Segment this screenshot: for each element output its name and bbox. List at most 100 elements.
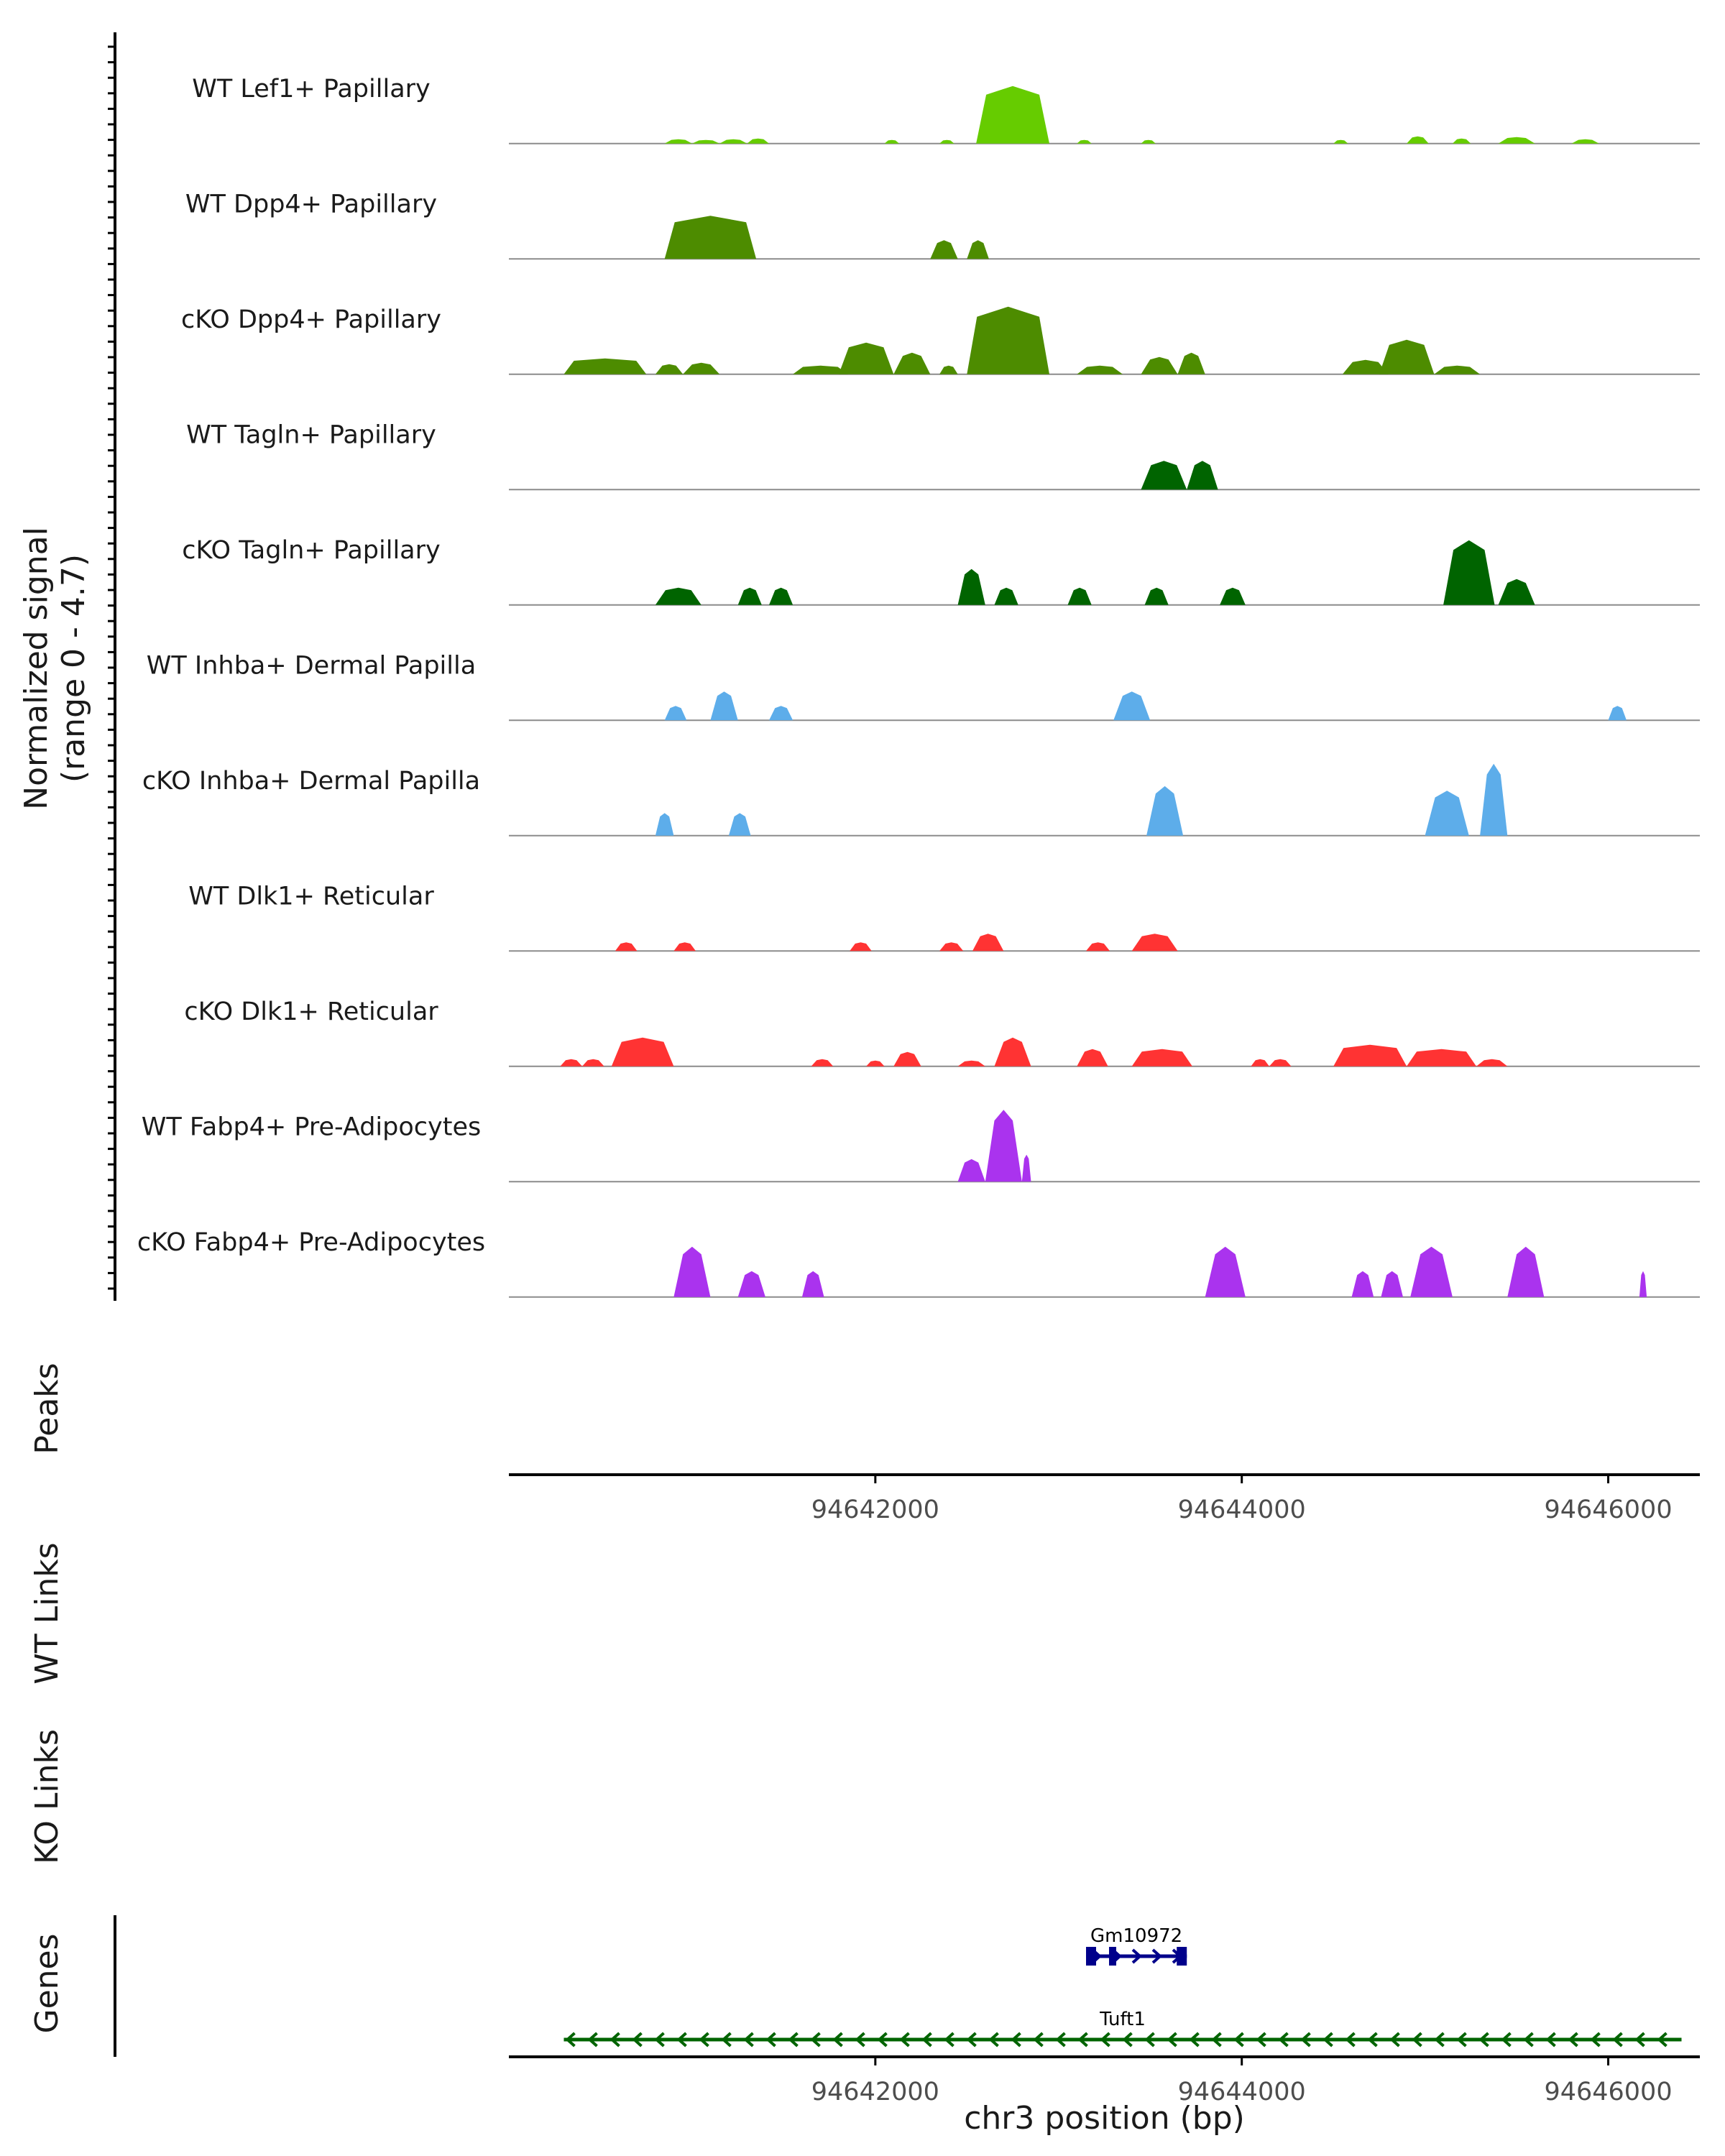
coverage-peak bbox=[664, 139, 692, 144]
coverage-peak bbox=[655, 813, 674, 836]
coverage-peak bbox=[939, 139, 954, 144]
coverage-peak bbox=[972, 934, 1004, 952]
coverage-peak bbox=[1146, 786, 1184, 836]
strand-arrow bbox=[1501, 2032, 1512, 2047]
strand-arrow bbox=[1389, 2032, 1400, 2047]
exon bbox=[1086, 1947, 1097, 1966]
track-label-1: WT Lef1+ Papillary bbox=[192, 75, 431, 103]
coverage-peak bbox=[1443, 540, 1495, 605]
coverage-peak bbox=[967, 240, 989, 259]
strand-arrow bbox=[788, 2032, 799, 2047]
strand-arrow bbox=[877, 2032, 888, 2047]
coverage-peak bbox=[1476, 1059, 1508, 1067]
coverage-peak bbox=[1077, 1049, 1108, 1067]
coverage-peak bbox=[1452, 138, 1471, 144]
strand-arrow bbox=[855, 2032, 865, 2047]
strand-arrow bbox=[1100, 2032, 1110, 2047]
strand-arrow bbox=[676, 2032, 687, 2047]
coverage-peak bbox=[1141, 139, 1156, 144]
strand-arrow bbox=[1278, 2032, 1289, 2047]
coverage-peak bbox=[655, 587, 702, 605]
track-label-3: cKO Dpp4+ Papillary bbox=[181, 305, 441, 334]
x-tick-label: 94642000 bbox=[811, 1496, 939, 1524]
coverage-peak bbox=[673, 1246, 711, 1297]
x-axis-title: chr3 position (bp) bbox=[964, 2100, 1245, 2137]
coverage-peak bbox=[655, 364, 684, 374]
coverage-peak bbox=[1220, 587, 1246, 605]
coverage-peak bbox=[1571, 139, 1599, 144]
y-axis-title: Normalized signal bbox=[18, 527, 55, 810]
strand-arrow bbox=[1055, 2032, 1066, 2047]
coverage-peak bbox=[560, 1059, 582, 1067]
coverage-peak bbox=[1141, 356, 1178, 374]
strand-arrow bbox=[1634, 2032, 1645, 2047]
coverage-peak bbox=[1498, 579, 1535, 605]
coverage-peak bbox=[793, 365, 848, 374]
track-label-6: WT Inhba+ Dermal Papilla bbox=[147, 652, 476, 681]
coverage-peak bbox=[1077, 365, 1123, 374]
x-tick-label: 94644000 bbox=[1178, 2078, 1306, 2106]
coverage-peak bbox=[1333, 1044, 1407, 1067]
coverage-peak bbox=[893, 1051, 921, 1067]
coverage-peak bbox=[737, 587, 762, 605]
strand-arrow bbox=[1131, 1948, 1142, 1964]
coverage-peak bbox=[1187, 461, 1218, 490]
coverage-peak bbox=[1407, 136, 1429, 144]
coverage-peak bbox=[1434, 365, 1481, 374]
coverage-peak bbox=[1351, 1271, 1374, 1297]
coverage-peak bbox=[1131, 1049, 1192, 1067]
strand-arrow bbox=[1568, 2032, 1578, 2047]
coverage-peak bbox=[683, 362, 720, 374]
coverage-peak bbox=[1333, 139, 1348, 144]
strand-arrow bbox=[1367, 2032, 1378, 2047]
coverage-peak bbox=[801, 1271, 824, 1297]
track-label-10: WT Fabp4+ Pre-Adipocytes bbox=[142, 1113, 481, 1142]
strand-arrow bbox=[1144, 2032, 1155, 2047]
strand-arrow bbox=[610, 2032, 620, 2047]
strand-arrow bbox=[1478, 2032, 1489, 2047]
strand-arrow bbox=[1456, 2032, 1467, 2047]
strand-arrow bbox=[1345, 2032, 1356, 2047]
x-tick-label: 94644000 bbox=[1178, 1496, 1306, 1524]
x-tick-label: 94646000 bbox=[1544, 1496, 1672, 1524]
coverage-peak bbox=[994, 587, 1018, 605]
y-axis-subtitle: (range 0 - 4.7) bbox=[55, 554, 92, 783]
strand-arrow bbox=[944, 2032, 954, 2047]
coverage-peak bbox=[664, 706, 687, 721]
strand-arrow bbox=[721, 2032, 732, 2047]
coverage-peak bbox=[930, 240, 958, 259]
x-tick-label: 94646000 bbox=[1544, 2078, 1672, 2106]
coverage-peak bbox=[976, 86, 1049, 144]
coverage-peak bbox=[1425, 791, 1469, 836]
coverage-peak bbox=[737, 1271, 765, 1297]
ko-links-panel-title: KO Links bbox=[29, 1729, 65, 1864]
coverage-peak bbox=[1379, 339, 1435, 374]
track-label-5: cKO Tagln+ Papillary bbox=[182, 536, 441, 565]
strand-arrow bbox=[743, 2032, 754, 2047]
coverage-peak bbox=[957, 1158, 985, 1182]
coverage-peak bbox=[838, 342, 894, 374]
coverage-peak bbox=[893, 352, 931, 374]
coverage-peak bbox=[866, 1060, 885, 1067]
strand-arrow bbox=[810, 2032, 821, 2047]
strand-arrow bbox=[832, 2032, 843, 2047]
strand-arrow bbox=[1122, 2032, 1133, 2047]
coverage-peak bbox=[1177, 352, 1205, 374]
coverage-peak bbox=[957, 568, 985, 605]
strand-arrow bbox=[988, 2032, 999, 2047]
coverage-peak bbox=[884, 139, 899, 144]
coverage-peak bbox=[769, 587, 794, 605]
gene-label: Tuft1 bbox=[1099, 2009, 1146, 2030]
coverage-peak bbox=[985, 1110, 1022, 1182]
strand-arrow bbox=[1300, 2032, 1311, 2047]
coverage-peak bbox=[1608, 706, 1627, 721]
strand-arrow bbox=[1657, 2032, 1668, 2047]
strand-arrow bbox=[632, 2032, 643, 2047]
gene-label: Gm10972 bbox=[1090, 1925, 1182, 1947]
coverage-peak bbox=[719, 139, 748, 144]
coverage-peak bbox=[1086, 942, 1110, 952]
coverage-peak bbox=[769, 706, 794, 721]
x-tick-label: 94642000 bbox=[811, 2078, 939, 2106]
coverage-peak bbox=[939, 942, 964, 952]
